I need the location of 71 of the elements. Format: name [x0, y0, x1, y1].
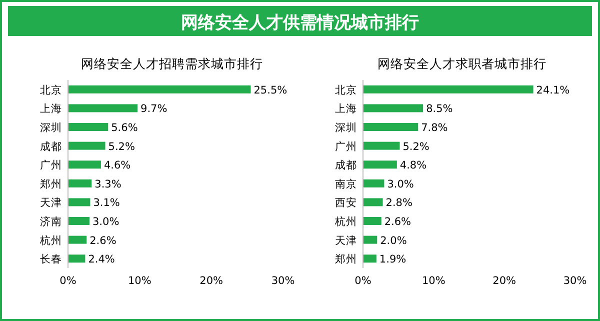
bar	[363, 104, 424, 112]
y-tick-label: 上海	[335, 102, 357, 116]
y-tick-label: 杭州	[39, 234, 62, 247]
bar	[68, 254, 86, 263]
bar	[68, 104, 138, 112]
data-label: 2.6%	[90, 234, 116, 247]
bar	[363, 179, 384, 188]
x-tick-label: 20%	[492, 275, 516, 287]
y-tick-label: 广州	[335, 140, 357, 153]
bar	[68, 179, 92, 188]
x-tick-label: 0%	[60, 275, 76, 287]
y-tick-label: 南京	[335, 177, 357, 190]
data-label: 24.1%	[536, 84, 570, 96]
y-tick-label: 天津	[335, 234, 357, 247]
data-label: 2.6%	[384, 216, 412, 228]
bar	[68, 198, 90, 206]
data-label: 25.5%	[254, 84, 288, 96]
bar	[68, 85, 251, 94]
y-tick-label: 成都	[335, 158, 357, 172]
x-tick-label: 10%	[422, 275, 446, 287]
bar	[68, 123, 108, 131]
bar	[363, 198, 383, 206]
data-label: 5.2%	[108, 140, 135, 153]
y-tick-label: 郑州	[40, 177, 62, 190]
chart-title: 网络安全人才求职者城市排行	[378, 56, 546, 71]
data-label: 3.0%	[92, 216, 120, 228]
data-label: 4.8%	[400, 160, 427, 172]
bar	[68, 236, 87, 244]
y-tick-label: 济南	[40, 215, 62, 228]
bar	[363, 85, 534, 94]
data-label: 9.7%	[140, 103, 168, 116]
y-tick-label: 北京	[335, 83, 357, 96]
bar	[363, 142, 400, 150]
bar	[363, 123, 418, 131]
data-label: 7.8%	[421, 122, 448, 134]
bar	[363, 160, 397, 169]
y-tick-label: 西安	[335, 196, 357, 210]
bar	[68, 217, 90, 225]
bar	[68, 142, 106, 150]
text: 网络安全人才供需情况城市排行	[181, 13, 419, 33]
y-tick-label: 长春	[40, 252, 62, 266]
bar	[68, 160, 101, 169]
data-label: 3.1%	[93, 197, 120, 210]
data-label: 5.2%	[402, 140, 430, 153]
data-label: 3.3%	[94, 178, 122, 190]
y-tick-label: 郑州	[335, 252, 357, 266]
x-tick-label: 30%	[563, 275, 587, 287]
data-label: 1.9%	[379, 254, 406, 266]
y-tick-label: 杭州	[334, 215, 357, 228]
y-tick-label: 北京	[40, 83, 62, 96]
bar	[363, 236, 378, 244]
y-tick-label: 深圳	[40, 121, 62, 134]
y-tick-label: 天津	[40, 196, 62, 210]
x-tick-label: 0%	[354, 275, 372, 287]
x-tick-label: 10%	[128, 275, 152, 287]
data-label: 3.0%	[387, 178, 414, 190]
y-tick-label: 广州	[40, 158, 62, 172]
x-tick-label: 30%	[271, 275, 295, 287]
bar	[363, 254, 376, 263]
bar	[363, 217, 382, 225]
y-tick-label: 成都	[40, 140, 62, 153]
y-tick-label: 深圳	[335, 121, 357, 134]
data-label: 5.6%	[111, 122, 138, 134]
x-tick-label: 20%	[200, 275, 224, 287]
data-label: 8.5%	[426, 103, 453, 116]
chart-title: 网络安全人才招聘需求城市排行	[81, 56, 263, 71]
data-label: 2.8%	[386, 197, 412, 210]
data-label: 2.4%	[88, 254, 115, 266]
data-label: 2.0%	[380, 234, 407, 247]
y-tick-label: 上海	[40, 102, 62, 116]
data-label: 4.6%	[104, 160, 131, 172]
